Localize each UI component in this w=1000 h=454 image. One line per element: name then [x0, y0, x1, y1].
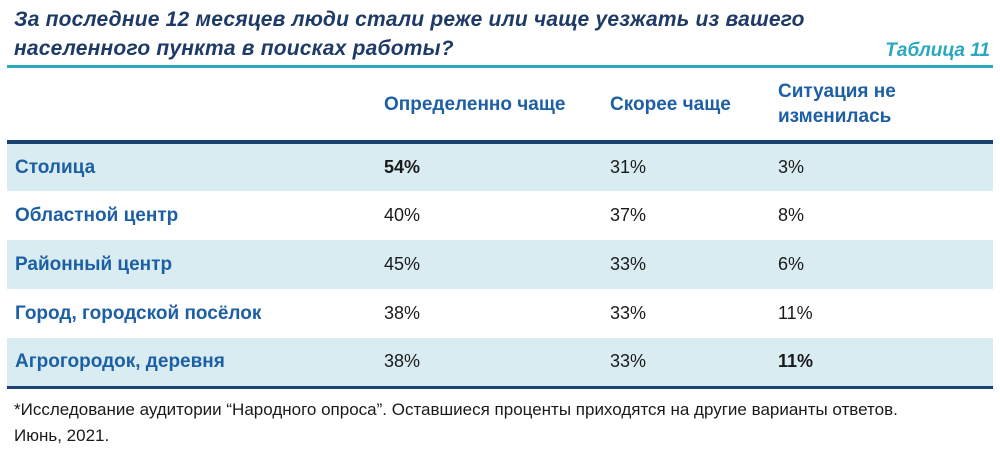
cell-value: 3%: [778, 157, 805, 177]
page-title: За последние 12 месяцев люди стали реже …: [14, 8, 805, 60]
cell-value: 40%: [384, 205, 421, 225]
row-label: Город, городской посёлок: [15, 302, 262, 324]
cell-value: 8%: [778, 205, 805, 225]
cell-value: 37%: [610, 205, 647, 225]
survey-results-table: Определенно чаще Скорее чаще Ситуация не…: [7, 68, 993, 389]
table-row: Город, городской посёлок 38% 33% 11%: [7, 289, 993, 338]
cell-value: 11%: [778, 351, 814, 372]
row-label: Районный центр: [15, 253, 173, 275]
cell-value: 33%: [610, 351, 647, 372]
cell-value: 31%: [610, 157, 647, 177]
row-label: Агрогородок, деревня: [15, 350, 225, 372]
table-row: Районный центр 45% 33% 6%: [7, 240, 993, 289]
page-header: За последние 12 месяцев люди стали реже …: [0, 0, 1000, 63]
table-header-row: Определенно чаще Скорее чаще Ситуация не…: [7, 68, 993, 142]
cell-value: 54%: [384, 157, 421, 177]
cell-value: 33%: [610, 303, 647, 323]
cell-value: 6%: [778, 254, 805, 274]
column-header-situation-unchanged: Ситуация не изменилась: [778, 81, 896, 127]
column-header-rather-more-often: Скорее чаще: [610, 93, 731, 115]
footnote: *Исследование аудитории “Народного опрос…: [14, 397, 990, 449]
table-row: Агрогородок, деревня 38% 33% 11%: [7, 338, 993, 387]
cell-value: 45%: [384, 254, 421, 274]
row-label: Областной центр: [15, 204, 179, 226]
row-label: Столица: [15, 156, 96, 178]
region-column-header: [7, 68, 384, 142]
table-row: Областной центр 40% 37% 8%: [7, 191, 993, 240]
table-number-label: Таблица 11: [885, 40, 990, 61]
cell-value: 38%: [384, 303, 421, 323]
cell-value: 11%: [778, 303, 813, 323]
footnote-line-1: *Исследование аудитории “Народного опрос…: [14, 399, 898, 419]
table-row: Столица 54% 31% 3%: [7, 142, 993, 191]
column-header-definitely-more-often: Определенно чаще: [384, 93, 566, 115]
cell-value: 33%: [610, 254, 647, 274]
cell-value: 38%: [384, 351, 421, 372]
divider-line: [7, 65, 993, 68]
footnote-line-2: Июнь, 2021.: [14, 425, 110, 445]
